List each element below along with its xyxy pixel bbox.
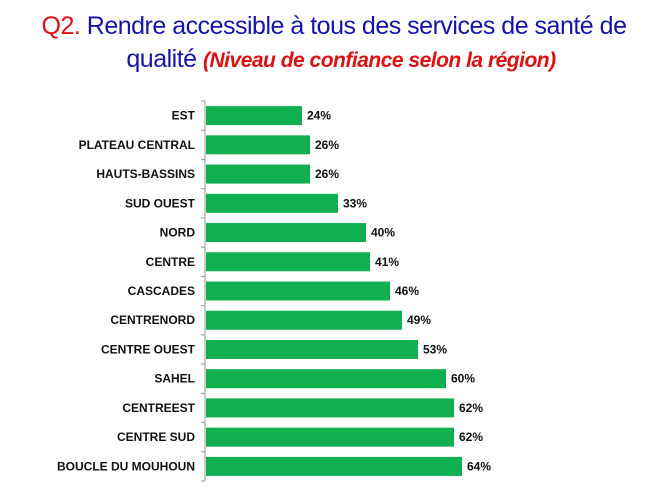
- bar: [206, 223, 366, 243]
- category-label: HAUTS-BASSINS: [96, 167, 195, 181]
- category-label: PLATEAU CENTRAL: [79, 138, 195, 152]
- category-label: SUD OUEST: [125, 196, 196, 210]
- bar: [206, 339, 418, 359]
- data-label: 26%: [315, 138, 339, 152]
- bar: [206, 106, 302, 126]
- data-label: 40%: [371, 226, 395, 240]
- data-label: 62%: [459, 401, 483, 415]
- category-label: NORD: [160, 226, 196, 240]
- title-main-line2: qualité: [126, 45, 197, 73]
- data-label: 46%: [395, 284, 419, 298]
- category-label: BOUCLE DU MOUHOUN: [57, 459, 195, 473]
- data-label: 62%: [459, 430, 483, 444]
- category-label: CENTRE: [146, 255, 195, 269]
- chart-subtitle: (Niveau de confiance selon la région): [203, 49, 556, 72]
- bar: [206, 398, 454, 418]
- bar: [206, 164, 310, 184]
- bar: [206, 369, 446, 389]
- title-main-line1: Rendre accessible à tous des services de…: [80, 12, 627, 40]
- bar: [206, 252, 370, 272]
- bar: [206, 310, 402, 330]
- chart-title: Q2. Rendre accessible à tous des service…: [0, 10, 668, 77]
- category-label: SAHEL: [154, 372, 195, 386]
- category-label: CENTRENORD: [110, 313, 195, 327]
- bar: [206, 456, 462, 476]
- bar: [206, 427, 454, 447]
- bar: [206, 135, 310, 155]
- question-number: Q2.: [41, 12, 81, 40]
- data-label: 64%: [467, 459, 491, 473]
- bar: [206, 193, 338, 213]
- bar: [206, 281, 390, 301]
- data-label: 33%: [343, 196, 367, 210]
- data-label: 53%: [423, 342, 447, 356]
- data-label: 60%: [451, 372, 475, 386]
- data-label: 26%: [315, 167, 339, 181]
- data-label: 41%: [375, 255, 399, 269]
- data-label: 49%: [407, 313, 431, 327]
- category-label: CASCADES: [128, 284, 195, 298]
- category-label: CENTREEST: [122, 401, 195, 415]
- category-label: EST: [172, 109, 196, 123]
- category-label: CENTRE OUEST: [101, 342, 196, 356]
- category-label: CENTRE SUD: [117, 430, 195, 444]
- data-label: 24%: [307, 109, 331, 123]
